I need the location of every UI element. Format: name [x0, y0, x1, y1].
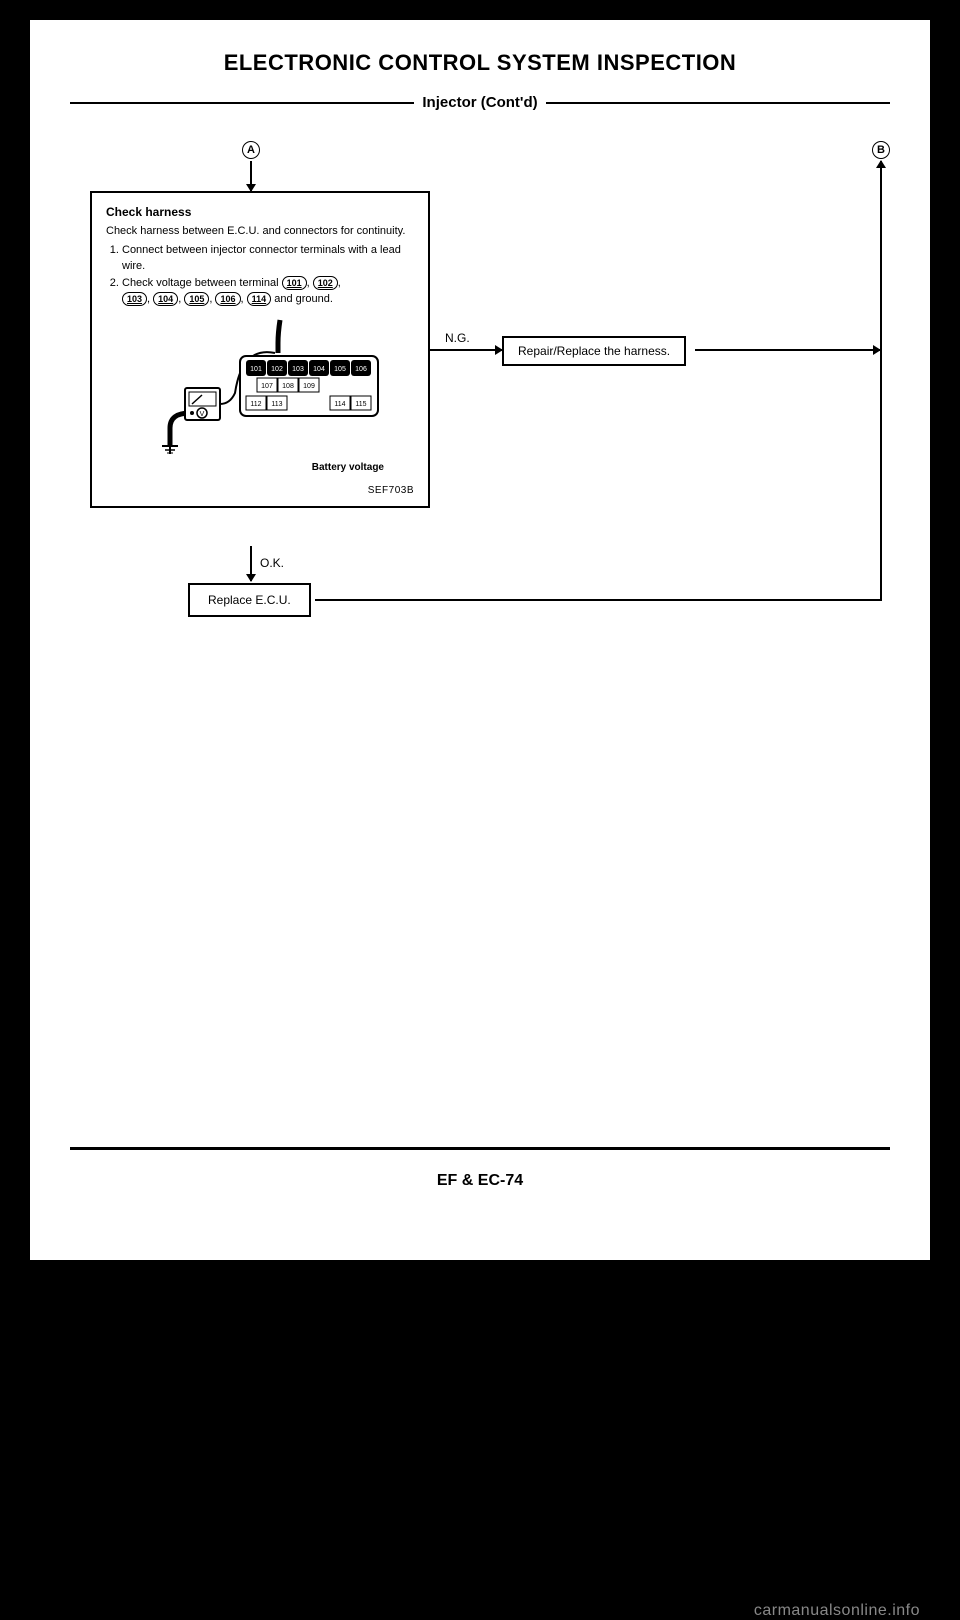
reference-code: SEF703B [106, 485, 414, 496]
ok-label: O.K. [260, 556, 284, 570]
terminal-pill: 102 [313, 276, 338, 290]
divider [70, 1147, 890, 1150]
step-item: Check voltage between terminal 101, 102,… [122, 275, 414, 308]
step-item: Connect between injector connector termi… [122, 242, 414, 275]
box-heading: Check harness [106, 205, 414, 219]
divider [546, 102, 890, 104]
svg-text:112: 112 [250, 401, 261, 408]
terminal-pill: 105 [184, 292, 209, 306]
terminal-pill: 104 [153, 292, 178, 306]
svg-text:102: 102 [271, 366, 283, 373]
check-harness-box: Check harness Check harness between E.C.… [90, 191, 430, 508]
page-number: EF & EC-74 [30, 1172, 930, 1190]
flowchart-diagram: A B Check harness Check harness between … [70, 141, 890, 641]
box-intro: Check harness between E.C.U. and connect… [106, 223, 414, 240]
step-list: Connect between injector connector termi… [106, 242, 414, 308]
repair-replace-box: Repair/Replace the harness. [502, 336, 686, 366]
svg-text:114: 114 [334, 401, 345, 408]
ng-label: N.G. [445, 331, 470, 345]
arrow-down-icon [250, 161, 252, 191]
battery-voltage-label: Battery voltage [106, 462, 384, 473]
svg-text:106: 106 [355, 366, 367, 373]
terminal-pill: 103 [122, 292, 147, 306]
svg-text:105: 105 [334, 366, 346, 373]
subtitle: Injector (Cont'd) [414, 94, 545, 111]
svg-text:101: 101 [250, 366, 262, 373]
arrow-down-icon [250, 546, 252, 581]
terminal-pill: 106 [215, 292, 240, 306]
page-margin: carmanualsonline.info [30, 1260, 930, 1580]
node-b-icon: B [872, 141, 890, 159]
svg-text:109: 109 [303, 383, 315, 390]
connector-row2: 107 108 109 [257, 378, 319, 392]
replace-ecu-box: Replace E.C.U. [188, 583, 311, 617]
svg-text:103: 103 [292, 366, 304, 373]
node-a-icon: A [242, 141, 260, 159]
arrow-up-icon [880, 161, 882, 601]
arrow-right-icon [430, 349, 502, 351]
watermark: carmanualsonline.info [754, 1602, 920, 1620]
page-title: ELECTRONIC CONTROL SYSTEM INSPECTION [70, 50, 890, 76]
divider [70, 102, 414, 104]
svg-text:104: 104 [313, 366, 325, 373]
subtitle-row: Injector (Cont'd) [70, 94, 890, 111]
arrow-right-icon [695, 349, 880, 351]
svg-text:V: V [200, 411, 205, 418]
svg-text:113: 113 [271, 401, 282, 408]
step2-post: and ground. [271, 293, 333, 305]
connector-line [315, 599, 882, 601]
terminal-pill: 114 [247, 292, 272, 306]
manual-page: ELECTRONIC CONTROL SYSTEM INSPECTION Inj… [30, 20, 930, 1260]
svg-text:107: 107 [261, 383, 273, 390]
terminal-pill: 101 [282, 276, 307, 290]
connector-diagram: V 101 102 103 104 105 106 107 [130, 318, 390, 458]
step2-pre: Check voltage between terminal [122, 277, 282, 289]
svg-text:115: 115 [355, 401, 366, 408]
svg-text:108: 108 [282, 383, 294, 390]
